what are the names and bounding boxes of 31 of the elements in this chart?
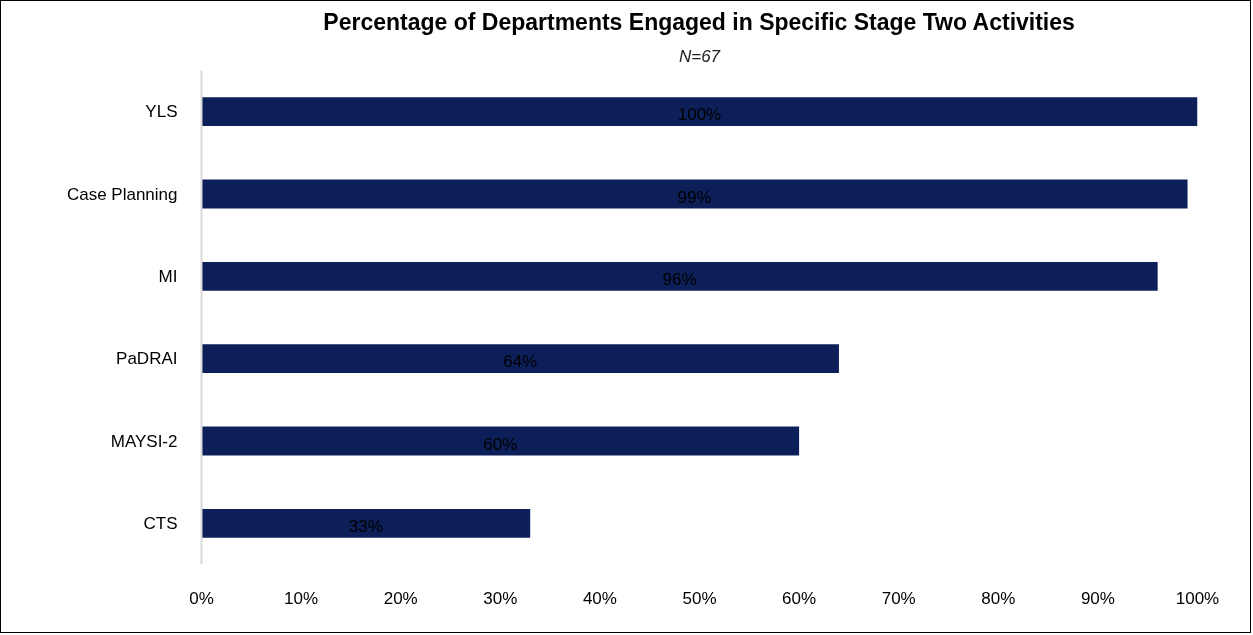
- bar: [201, 179, 1188, 209]
- x-tick-label: 20%: [383, 588, 418, 608]
- y-tick-label: CTS: [143, 513, 178, 533]
- data-label: 33%: [348, 516, 383, 536]
- data-label: 60%: [483, 434, 518, 454]
- chart-subtitle: N=67: [678, 46, 721, 66]
- y-tick-label: MAYSI-2: [110, 431, 178, 451]
- x-tick-label: 10%: [284, 588, 319, 608]
- x-tick-label: 90%: [1080, 588, 1115, 608]
- data-label: 96%: [662, 269, 697, 289]
- x-tick-label: 80%: [981, 588, 1016, 608]
- bar: [201, 344, 839, 374]
- x-tick-label: 30%: [483, 588, 518, 608]
- data-label: 100%: [677, 105, 722, 125]
- x-tick-label: 50%: [682, 588, 717, 608]
- data-label: 99%: [677, 187, 712, 207]
- x-tick-label: 70%: [881, 588, 916, 608]
- x-tick-label: 40%: [582, 588, 617, 608]
- bar: [201, 426, 800, 456]
- y-tick-label: YLS: [145, 102, 178, 122]
- x-tick-label: 100%: [1175, 588, 1220, 608]
- bar: [201, 261, 1158, 291]
- y-tick-label: Case Planning: [66, 184, 178, 204]
- x-tick-label: 60%: [782, 588, 817, 608]
- bar: [201, 97, 1198, 127]
- data-label: 64%: [503, 352, 538, 372]
- y-tick-label: PaDRAI: [116, 349, 178, 369]
- x-tick-label: 0%: [189, 588, 214, 608]
- y-tick-label: MI: [158, 266, 178, 286]
- chart-title: Percentage of Departments Engaged in Specific Stage Two Activities: [323, 8, 1075, 35]
- bar: [201, 508, 531, 538]
